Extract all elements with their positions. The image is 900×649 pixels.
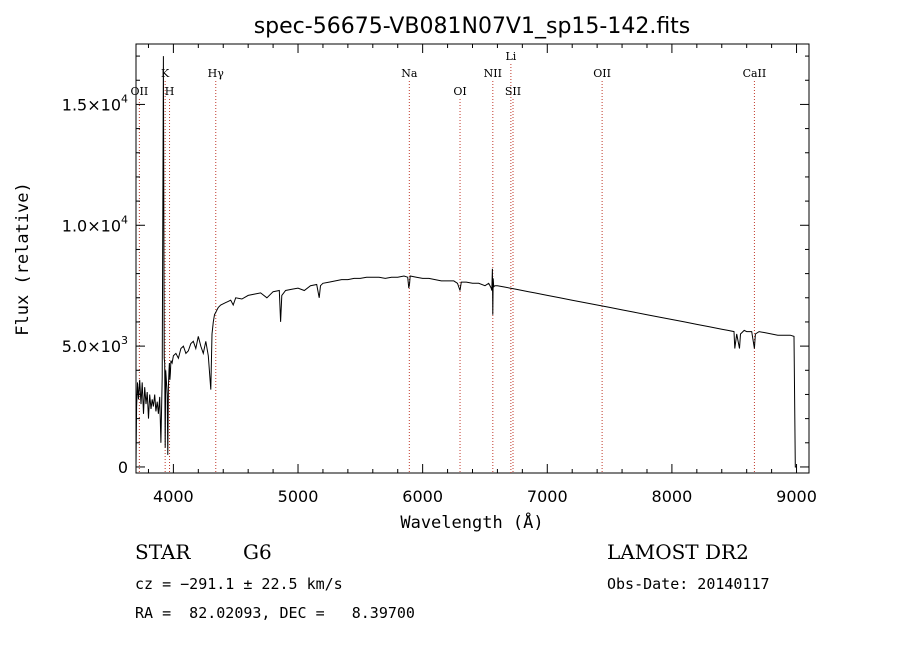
object-class: STAR bbox=[135, 540, 191, 564]
y-tick-label: 5.0×103 bbox=[62, 334, 128, 356]
x-tick-label: 5000 bbox=[278, 487, 319, 506]
spectral-line-label: Li bbox=[505, 50, 516, 63]
x-tick-label: 7000 bbox=[527, 487, 568, 506]
survey-name: LAMOST DR2 bbox=[607, 540, 749, 564]
coordinates: RA = 82.02093, DEC = 8.39700 bbox=[135, 604, 415, 622]
spectral-line-label: NII bbox=[484, 67, 502, 80]
spectrum-line bbox=[135, 56, 797, 468]
spectral-line-label: SII bbox=[505, 85, 521, 98]
object-subclass: G6 bbox=[243, 540, 272, 564]
spectral-line-label: OII bbox=[593, 67, 611, 80]
y-axis-label: Flux (relative) bbox=[13, 182, 33, 336]
y-axis-ticks: 0 5.0×103 1.0×104 1.5×104 bbox=[62, 55, 809, 477]
spectrum-chart: spec-56675-VB081N07V1_sp15-142.fits OII K… bbox=[13, 14, 817, 533]
x-tick-label: 4000 bbox=[153, 487, 194, 506]
x-tick-label: 8000 bbox=[652, 487, 693, 506]
spectral-line-label: H bbox=[165, 85, 175, 98]
x-tick-label: 6000 bbox=[402, 487, 443, 506]
spectral-line-label: CaII bbox=[743, 67, 767, 80]
spectral-line-label: K bbox=[161, 67, 170, 80]
observation-date: Obs-Date: 20140117 bbox=[607, 575, 770, 593]
spectral-line-label: Na bbox=[401, 67, 418, 80]
plot-frame bbox=[135, 43, 810, 474]
x-tick-label: 9000 bbox=[776, 487, 817, 506]
y-tick-label: 1.0×104 bbox=[62, 213, 128, 235]
y-tick-label: 0 bbox=[118, 458, 128, 477]
redshift-velocity: cz = −291.1 ± 22.5 km/s bbox=[135, 575, 343, 593]
spectral-line-label: Hγ bbox=[208, 67, 225, 80]
x-axis-label: Wavelength (Å) bbox=[400, 511, 543, 533]
spectral-line-label: OI bbox=[453, 85, 466, 98]
chart-title: spec-56675-VB081N07V1_sp15-142.fits bbox=[254, 14, 691, 39]
y-tick-label: 1.5×104 bbox=[62, 92, 128, 114]
x-axis-ticks: 4000 5000 6000 7000 8000 9000 bbox=[147, 44, 817, 506]
spectral-line-label: OII bbox=[131, 85, 149, 98]
